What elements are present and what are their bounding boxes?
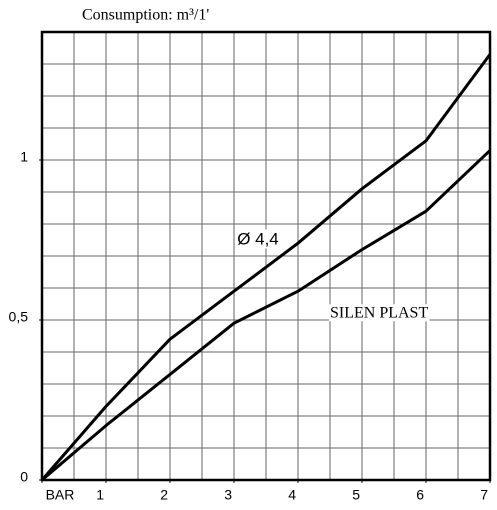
x-tick-label: 2: [160, 487, 168, 503]
x-tick-label: 7: [480, 487, 488, 503]
x-tick-label: 4: [288, 487, 296, 503]
annotation: Ø 4,4: [237, 229, 279, 248]
y-tick-label: 0,5: [9, 309, 29, 325]
annotation: SILEN PLAST: [330, 304, 428, 321]
series-line: [41, 149, 492, 482]
x-tick-label: 5: [352, 487, 360, 503]
x-tick-label: 3: [224, 487, 232, 503]
x-tick-label: 6: [416, 487, 424, 503]
annotation-bg: [236, 229, 280, 249]
chart-title: Consumption: m³/1': [82, 7, 209, 24]
y-tick-label: 0: [20, 469, 28, 485]
plot-frame: [40, 30, 492, 482]
annotation-bg: [329, 304, 430, 322]
y-tick-label: 1: [20, 149, 28, 165]
series-line: [40, 53, 492, 481]
x-tick-label: 1: [96, 487, 104, 503]
x-tick-label: BAR: [46, 487, 75, 503]
